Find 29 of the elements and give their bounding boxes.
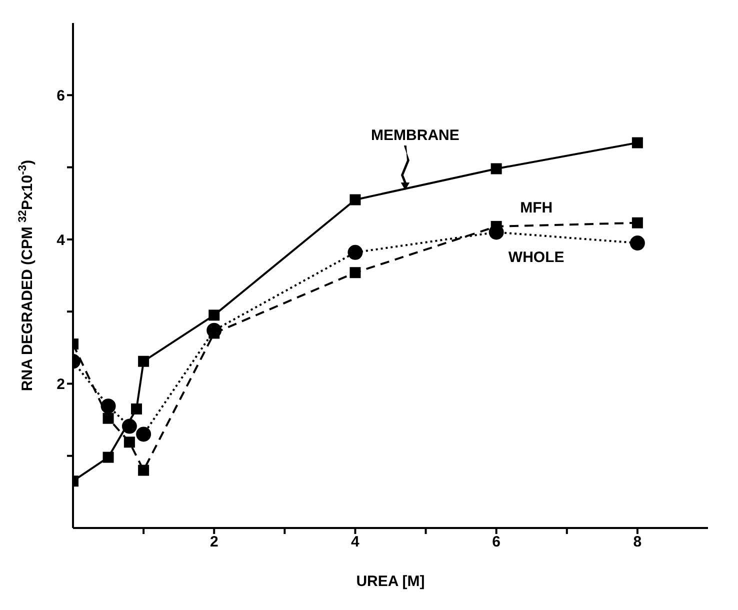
point	[348, 244, 363, 260]
point	[350, 267, 361, 278]
point	[122, 418, 137, 434]
series-label: MFH	[520, 199, 553, 216]
point	[131, 403, 142, 414]
point	[138, 356, 150, 367]
x-tick-label: 4	[351, 534, 360, 551]
y-tick-label: 2	[56, 376, 65, 394]
x-tick-label: 2	[210, 534, 218, 551]
point	[206, 322, 222, 338]
x-axis-title: UREA [M]	[356, 573, 425, 590]
y-tick-label: 6	[56, 87, 65, 104]
point	[102, 452, 114, 463]
point	[490, 163, 502, 174]
point	[630, 236, 645, 251]
text: MEMBRANE	[371, 126, 460, 144]
point	[100, 398, 116, 414]
point	[124, 436, 135, 448]
y-tick-label: 4	[56, 232, 66, 249]
series-label: WHOLE	[508, 249, 564, 266]
point	[632, 217, 643, 228]
point	[136, 426, 152, 442]
x-tick-label: 6	[492, 534, 501, 551]
point	[138, 464, 150, 476]
point	[632, 137, 643, 148]
point	[102, 412, 114, 424]
x-tick-label: 8	[633, 534, 642, 551]
point	[208, 310, 220, 321]
point	[350, 194, 361, 206]
